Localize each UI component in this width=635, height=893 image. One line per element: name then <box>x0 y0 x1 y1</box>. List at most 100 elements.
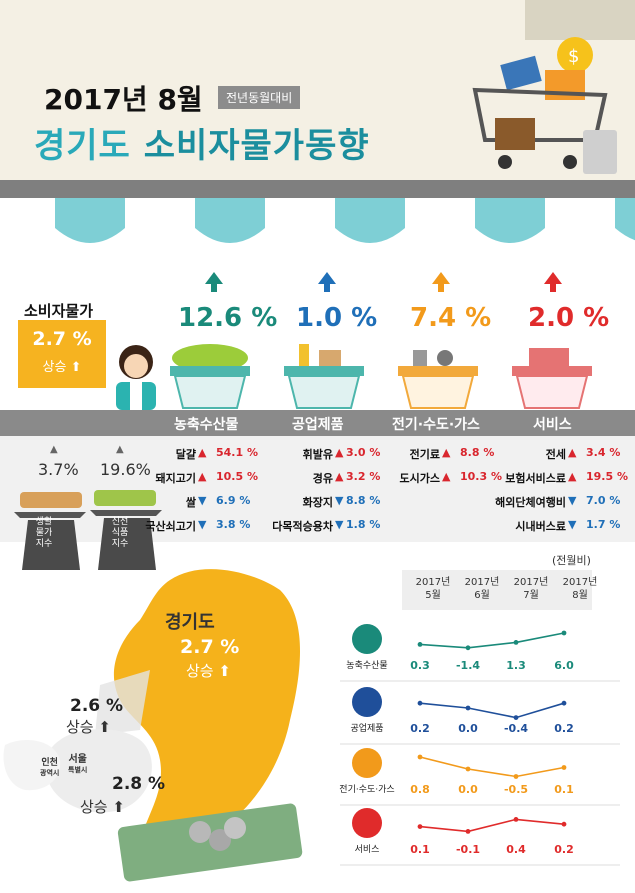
trend-point <box>465 705 471 711</box>
industrial-item-value: 3.2 % <box>346 470 381 483</box>
trend-value-label: 0.1 <box>554 783 574 796</box>
industrial-label: 공업제품 <box>292 417 344 433</box>
down-arrow-icon: ▼ <box>335 518 344 531</box>
fresh-index-value: 19.6% <box>100 460 151 479</box>
service-label: 서비스 <box>533 417 572 433</box>
agri-item-value: 3.8 % <box>216 518 251 531</box>
month-header: 2017년 8월 <box>562 577 598 601</box>
industrial-pct: 1.0 % <box>296 303 378 333</box>
trend-point <box>465 829 471 834</box>
gyeonggi-name: 경기도 <box>165 612 215 633</box>
utility-label: 전기·수도·가스 <box>392 417 480 433</box>
up-arrow-icon: ▲ <box>568 470 577 483</box>
trend-value-label: 0.0 <box>458 783 478 796</box>
agri-item-value: 10.5 % <box>216 470 258 483</box>
agri-item-name: 돼지고기 <box>155 472 196 485</box>
scale-illustration <box>14 490 162 570</box>
trend-point <box>513 715 519 720</box>
awning-stripe <box>615 198 635 241</box>
trend-point <box>417 642 423 647</box>
service-item-value: 1.7 % <box>586 518 621 531</box>
page-title: 경기도 소비자물가동향 <box>34 118 370 167</box>
months-header <box>402 570 592 610</box>
utility-item-value: 10.3 % <box>460 470 502 483</box>
agri-item-value: 6.9 % <box>216 494 251 507</box>
trend-row-label: 서비스 <box>354 845 380 855</box>
awning-bar <box>0 180 635 198</box>
seoul-value: 2.8 % <box>112 774 166 794</box>
awning-stripe <box>545 198 615 243</box>
cup-icon <box>352 808 382 838</box>
service-pct: 2.0 % <box>528 303 610 333</box>
trend-point <box>561 700 567 706</box>
faucet-icon <box>352 748 382 778</box>
trend-point <box>561 821 567 827</box>
gyeonggi-value: 2.7 % <box>180 636 240 658</box>
seoul-name: 서울 특별시 <box>68 754 88 774</box>
agri-pct: 12.6 % <box>178 303 278 333</box>
gyeonggi-status: 상승 ⬆ <box>186 662 231 680</box>
trend-line <box>419 818 565 833</box>
trend-row-label: 농축수산물 <box>346 661 388 671</box>
down-arrow-icon: ▼ <box>568 494 577 507</box>
cpi-value: 2.7 % <box>32 328 92 350</box>
up-arrow-icon: ▲ <box>442 470 451 483</box>
agri-item-name: 국산쇠고기 <box>145 520 196 533</box>
trend-point <box>513 640 519 645</box>
fuel-icon <box>352 687 382 717</box>
trend-point <box>417 824 423 829</box>
trend-value-label: 6.0 <box>554 659 574 672</box>
awning-stripe <box>475 198 545 243</box>
agri-item-name: 달걀 <box>175 448 196 461</box>
utility-pct: 7.4 % <box>410 303 492 333</box>
trend-point <box>465 645 471 651</box>
trend-value-label: 0.2 <box>554 843 574 856</box>
down-arrow-icon: ▼ <box>198 518 207 531</box>
region-map <box>3 569 303 882</box>
up-arrow-icon: ▲ <box>568 446 577 459</box>
cpi-label: 소비자물가 <box>24 302 94 320</box>
awning-stripe <box>405 198 475 243</box>
shopping-cart-illustration: $ <box>472 0 635 174</box>
industrial-item-name: 다목적승용차 <box>272 520 333 533</box>
trend-point <box>417 700 423 706</box>
awning-stripe <box>125 198 195 243</box>
leaf-icon <box>352 624 382 654</box>
month-header: 2017년 5월 <box>415 577 451 601</box>
seoul-status: 상승 ⬆ <box>80 798 125 816</box>
industrial-item-name: 휘발유 <box>302 448 333 461</box>
trend-line <box>419 632 565 649</box>
trend-point <box>513 817 519 822</box>
agri-item-name: 쌀 <box>185 496 196 509</box>
shopkeeper-icon <box>116 345 156 410</box>
title-subject: 소비자물가동향 <box>143 126 370 166</box>
month-header: 2017년 6월 <box>464 577 500 601</box>
service-item-value: 7.0 % <box>586 494 621 507</box>
down-arrow-icon: ▼ <box>198 494 207 507</box>
store-awning <box>0 198 635 243</box>
industrial-arrow-icon <box>318 272 336 292</box>
service-item-name: 시내버스료 <box>515 520 566 533</box>
utility-item-name: 도시가스 <box>399 472 440 485</box>
category-band <box>0 410 635 436</box>
trend-value-label: -0.1 <box>456 843 480 856</box>
trend-row-label: 공업제품 <box>350 724 384 734</box>
industrial-item-name: 화장지 <box>302 496 333 509</box>
service-item-value: 3.4 % <box>586 446 621 459</box>
awning-stripe <box>0 198 55 243</box>
trend-point <box>561 765 567 770</box>
living-index-value: 3.7% <box>38 460 79 479</box>
trend-value-label: 0.4 <box>506 843 526 856</box>
monthly-unit-label: (전월비) <box>552 554 591 567</box>
agri-item-value: 54.1 % <box>216 446 258 459</box>
incheon-value: 2.6 % <box>70 696 124 716</box>
industrial-item-value: 8.8 % <box>346 494 381 507</box>
industrial-item-value: 1.8 % <box>346 518 381 531</box>
trend-point <box>417 754 423 760</box>
trend-value-label: 0.2 <box>410 722 430 735</box>
agri-label: 농축수산물 <box>174 417 239 433</box>
baskets-illustration <box>170 344 592 409</box>
report-date-title: 2017년 8월 <box>44 83 203 116</box>
trend-point <box>513 774 519 779</box>
awning-stripe <box>265 198 335 243</box>
